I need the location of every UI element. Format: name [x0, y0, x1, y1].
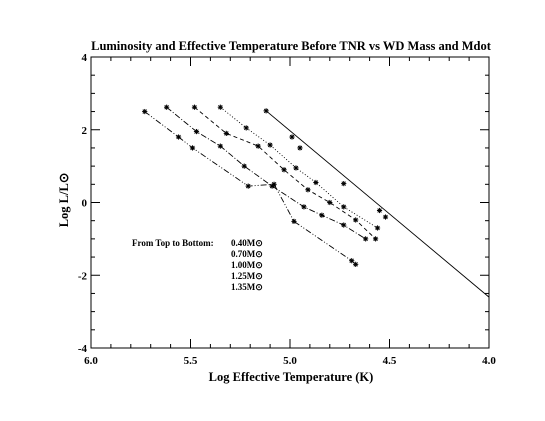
legend-entry: 1.00M⊙ [231, 260, 263, 270]
legend-entry: 1.25M⊙ [231, 271, 263, 281]
asterisk-marker [293, 165, 299, 171]
y-tick-label: 2 [82, 125, 88, 137]
asterisk-marker [327, 199, 333, 206]
asterisk-marker [189, 145, 196, 151]
asterisk-marker [353, 261, 359, 267]
asterisk-marker [255, 143, 261, 149]
asterisk-marker [349, 258, 355, 264]
x-tick-label: 4.0 [482, 355, 496, 367]
y-tick-label: 0 [82, 198, 88, 210]
asterisk-marker [245, 183, 251, 189]
asterisk-marker [164, 104, 170, 110]
legend: From Top to Bottom: 0.40M⊙0.70M⊙1.00M⊙1.… [132, 238, 263, 292]
asterisk-marker [353, 217, 359, 223]
asterisk-marker [243, 125, 249, 131]
asterisk-marker [319, 212, 325, 218]
series-line [144, 111, 357, 265]
chart-title: Luminosity and Effective Temperature Bef… [91, 39, 492, 53]
asterisk-marker [142, 108, 148, 115]
asterisk-marker [382, 214, 389, 220]
x-tick-label: 5.0 [283, 355, 297, 367]
asterisk-marker [313, 179, 319, 186]
asterisk-marker [271, 181, 277, 187]
tick-marks [90, 56, 490, 349]
x-tick-label: 4.5 [383, 355, 397, 367]
asterisk-marker [193, 128, 200, 135]
asterisk-marker [297, 145, 303, 151]
y-axis-label: Log L/L⊙ [57, 173, 71, 228]
x-axis-label: Log Effective Temperature (K) [209, 370, 374, 384]
asterisk-marker [175, 134, 182, 140]
asterisk-marker [241, 163, 247, 169]
asterisk-marker [217, 143, 223, 149]
series-markers [142, 104, 389, 267]
x-tick-label: 5.5 [184, 355, 198, 367]
series-lines [144, 106, 490, 298]
tick-labels: 6.0 5.5 5.0 4.5 4.0 -4 -2 0 2 4 [78, 52, 497, 367]
asterisk-marker [191, 104, 198, 110]
legend-entry: 0.40M⊙ [231, 238, 263, 248]
y-tick-label: 4 [82, 52, 88, 64]
asterisk-marker [374, 225, 381, 231]
asterisk-marker [305, 187, 311, 193]
asterisk-marker [341, 180, 347, 187]
asterisk-marker [376, 207, 383, 214]
asterisk-marker [281, 167, 287, 173]
asterisk-marker [217, 104, 223, 110]
legend-entry: 1.35M⊙ [231, 282, 263, 292]
asterisk-marker [372, 236, 379, 242]
asterisk-marker [301, 204, 307, 210]
asterisk-marker [223, 130, 229, 136]
legend-title: From Top to Bottom: [132, 238, 214, 248]
asterisk-marker [363, 236, 369, 242]
asterisk-marker [341, 204, 347, 210]
y-tick-label: -4 [78, 343, 88, 355]
series-line [166, 106, 366, 240]
x-tick-label: 6.0 [84, 355, 98, 367]
legend-entry: 0.70M⊙ [231, 249, 263, 259]
plot-frame [90, 56, 490, 349]
asterisk-marker [267, 142, 273, 148]
series-line [194, 106, 376, 240]
asterisk-marker [263, 108, 269, 114]
asterisk-marker [291, 218, 297, 225]
asterisk-marker [289, 134, 295, 140]
y-tick-label: -2 [78, 270, 88, 282]
asterisk-marker [341, 222, 347, 228]
series-line [265, 110, 490, 298]
